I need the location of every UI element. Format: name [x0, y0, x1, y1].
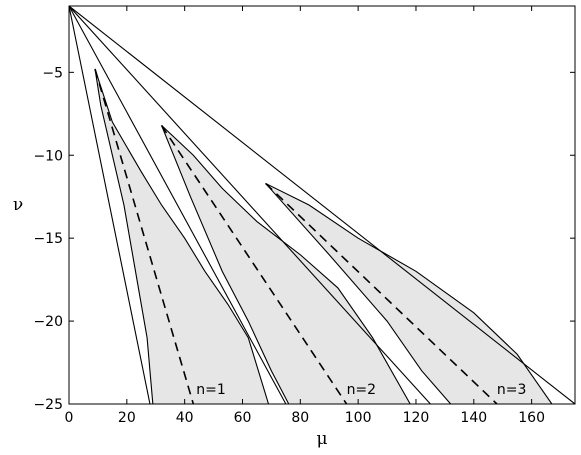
- x-tick-label-3: 60: [234, 410, 252, 426]
- band-right-boundary-3: [265, 182, 553, 404]
- band-center-dashed-1: [94, 68, 195, 404]
- band-center-dashed-3: [265, 182, 498, 404]
- y-tick-label-4: −5: [42, 65, 63, 81]
- x-tick-label-5: 100: [345, 410, 372, 426]
- band-label-1: n=1: [196, 382, 226, 398]
- labels-layer: 0 20 40 60 80 100 120 140 160 −25 −20 −15 −10 −5 n=1 n=…: [33, 65, 545, 426]
- y-axis-title: ν: [13, 195, 23, 215]
- band-center-dashed-2: [160, 124, 348, 404]
- x-tick-label-4: 80: [291, 410, 309, 426]
- band-right-boundary-1: [94, 68, 270, 404]
- band-fill-1: [95, 69, 269, 404]
- lines-layer: [69, 6, 575, 404]
- x-axis-title: μ: [316, 429, 327, 449]
- solid-line-3: [69, 6, 431, 404]
- band-left-boundary-1: [94, 68, 154, 404]
- band-fill-3: [265, 183, 552, 404]
- x-tick-label-6: 120: [403, 410, 430, 426]
- y-tick-label-1: −20: [33, 314, 63, 330]
- x-tick-label-1: 20: [118, 410, 136, 426]
- x-tick-label-7: 140: [460, 410, 487, 426]
- band-left-boundary-3: [265, 183, 452, 404]
- ticks-layer: [68, 6, 575, 405]
- y-tick-label-2: −15: [33, 231, 63, 247]
- band-left-boundary-2: [161, 125, 290, 404]
- band-label-3: n=3: [497, 382, 527, 398]
- plot-frame: [68, 5, 576, 405]
- solid-line-4: [69, 6, 575, 404]
- solid-line-1: [69, 6, 151, 404]
- solid-line-2: [69, 6, 287, 404]
- band-label-2: n=2: [347, 382, 377, 398]
- band-right-boundary-2: [161, 124, 411, 404]
- x-tick-label-2: 40: [176, 410, 194, 426]
- x-tick-label-0: 0: [65, 410, 74, 426]
- y-tick-label-0: −25: [33, 397, 63, 413]
- y-tick-label-3: −10: [33, 148, 63, 164]
- bands-layer: [95, 69, 552, 404]
- band-fill-2: [161, 125, 411, 404]
- x-tick-label-8: 160: [518, 410, 545, 426]
